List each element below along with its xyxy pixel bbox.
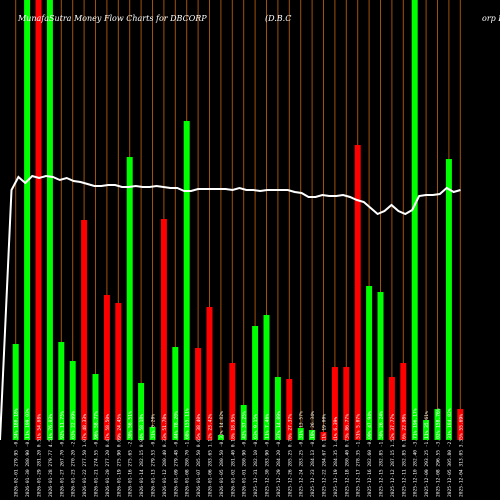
bar [160, 219, 167, 440]
bar [183, 121, 190, 440]
x-tick-label: 2026-01-29 281.20 0.51% 54.08% [37, 414, 43, 497]
bar [58, 342, 65, 440]
x-tick-label: 2026-01-01 280.90 -0.42% 37.25% [242, 411, 248, 497]
x-tick-label: 2026-01-27 267.70 -0.92% 11.75% [59, 411, 65, 497]
x-tick-label: 2025-12-08 296.55 -3.02% 158.76% [436, 408, 442, 497]
bar [206, 307, 213, 440]
bar [103, 295, 110, 440]
x-tick-label: 2026-01-09 279.48 -0.44% 78.20% [173, 411, 179, 497]
x-tick-label: 2025-12-19 284.35 1.41% 6.39% [333, 417, 339, 497]
bar [172, 347, 179, 440]
x-tick-label: 2025-12-22 284.67 0.11% 19.00% [322, 414, 328, 497]
x-tick-labels: 2026-02-01 279.95 -0.34% 180.18% 2026-01-… [14, 408, 465, 497]
bar [217, 435, 224, 440]
bar [331, 367, 338, 440]
bar [320, 432, 327, 440]
x-tick-label: 2025-12-18 280.40 0.73% 86.77% [344, 414, 350, 497]
x-tick-label: 2026-01-23 270.20 -2.63% 22.69% [71, 411, 77, 497]
x-tick-label: 2026-01-05 280.50 -0.32% 14.82% [219, 411, 225, 497]
bar [434, 409, 441, 440]
bar [115, 303, 122, 440]
x-tick-label: 2025-12-23 284.13 -0.19% 26.34% [310, 411, 316, 497]
bar [138, 383, 145, 440]
x-tick-label: 2026-01-16 275.65 -2.30% 56.51% [128, 411, 134, 497]
x-tick-label: 2025-12-11 282.85 0.16% 22.98% [401, 414, 407, 497]
chart-title-suffix: orp Lim [482, 14, 500, 23]
x-tick-label: 2025-12-24 283.25 -0.31% 13.57% [299, 411, 305, 497]
x-tick-label: 2025-12-30 283.90 -0.11% 7.46% [265, 414, 271, 497]
x-tick-label: 2025-12-29 284.20 -0.37% 14.09% [276, 411, 282, 497]
bar [309, 430, 316, 440]
bar [81, 220, 88, 440]
bar [411, 0, 418, 440]
x-tick-label: 2026-01-21 274.55 -0.96% 58.77% [94, 411, 100, 497]
x-tick-label: 2026-01-08 280.70 -1.68% 155.11% [185, 408, 191, 497]
x-tick-label: 2026-01-28 279.77 4.51% 76.03% [48, 414, 54, 497]
bar [274, 377, 281, 440]
x-tick-label: 2026-01-14 282.15 0.94% 58.18% [139, 414, 145, 497]
x-tick-label: 2026-01-07 285.50 0.65% 38.40% [196, 414, 202, 497]
bar [69, 361, 76, 440]
bar [240, 405, 247, 440]
bar [126, 157, 133, 440]
x-tick-label: 2025-12-12 287.15 1.52% 37.77% [390, 414, 396, 497]
x-tick-label: 2025-12-16 282.60 -0.09% 47.94% [367, 411, 373, 497]
bar [46, 0, 53, 440]
chart-title: MunafaSutra Money Flow Charts for DBCORP [18, 14, 207, 23]
bar [12, 344, 19, 440]
x-tick-label: 2025-12-10 282.40 -3.71% 196.17% [413, 408, 419, 497]
bar [377, 292, 384, 440]
bar [195, 348, 202, 440]
bar [400, 363, 407, 440]
bars [12, 0, 464, 440]
x-tick-label: 2025-12-26 285.25 0.70% 27.37% [287, 414, 293, 497]
bar [297, 428, 304, 440]
x-tick-label: 2026-01-02 281.40 0.18% 18.95% [230, 414, 236, 497]
bar [457, 409, 464, 440]
bar [229, 363, 236, 440]
x-tick-label: 2025-12-09 293.25 -1.11% 35.61% [424, 411, 430, 497]
bar [445, 159, 452, 440]
bar [286, 379, 293, 440]
bar [263, 315, 270, 440]
bar [92, 374, 99, 440]
bar [423, 420, 430, 440]
x-tick-label: 2026-02-01 279.95 -0.34% 180.18% [14, 408, 20, 497]
x-tick-label: 2025-12-05 305.80 -2.31% 184.82% [447, 408, 453, 497]
x-tick-label: 2025-12-15 282.85 -1.50% 26.24% [379, 411, 385, 497]
money-flow-line [0, 174, 461, 441]
bar [366, 286, 373, 440]
x-tick-label: 2025-12-04 313.05 3.35% 55.69% [458, 414, 464, 497]
x-tick-label: 2026-01-06 283.65 1.12% 23.42% [208, 414, 214, 497]
x-tick-label: 2026-01-19 275.90 0.09% 24.45% [116, 414, 122, 497]
x-tick-label: 2026-01-30 280.90 -0.11% 199.03% [25, 408, 31, 497]
x-tick-label: 2025-12-17 278.35 -1.51% 5.07% [356, 414, 362, 497]
bar [354, 145, 361, 440]
chart-title-company: (D.B.C [265, 14, 292, 23]
bar [343, 367, 350, 440]
x-tick-label: 2026-01-20 277.20 0.47% 58.50% [105, 414, 111, 497]
x-tick-label: 2026-01-12 280.40 0.33% 51.78% [162, 414, 168, 497]
x-tick-label: 2025-12-31 282.10 -0.63% 9.15% [253, 414, 259, 497]
bar [149, 427, 156, 440]
x-tick-label: 2026-01-22 277.50 1.07% 48.33% [82, 414, 88, 497]
bar [24, 0, 31, 440]
bar [388, 377, 395, 440]
bar [35, 0, 42, 440]
x-tick-label: 2026-01-13 279.53 -0.31% 0.20% [151, 414, 157, 497]
bar [252, 326, 259, 440]
